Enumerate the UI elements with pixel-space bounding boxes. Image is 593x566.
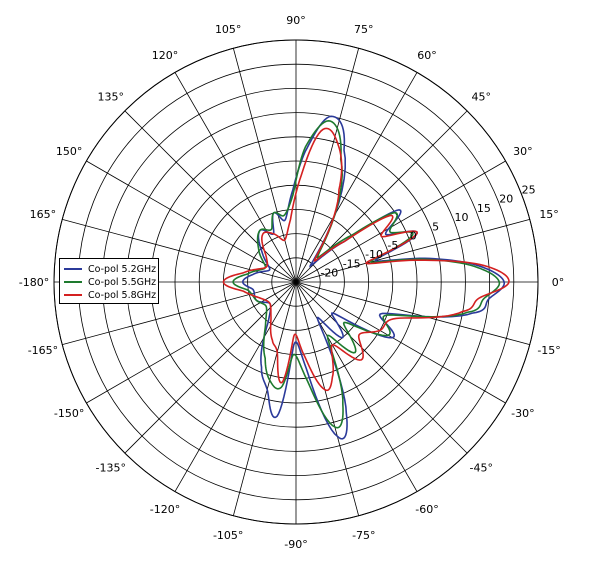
radial-tick-label: -15 (343, 257, 361, 270)
grid-spoke-9 (124, 110, 297, 283)
angle-tick-label: -120° (150, 503, 180, 516)
grid-spoke-20 (295, 281, 418, 492)
angle-tick-label: 105° (215, 23, 242, 36)
grid-spoke-8 (174, 72, 297, 283)
angle-tick-label: 150° (56, 145, 83, 158)
angle-tick-label: -105° (213, 529, 243, 542)
radial-tick-label: 20 (499, 193, 513, 206)
radial-tick-label: -5 (387, 239, 398, 252)
angle-tick-label: 15° (539, 208, 559, 221)
legend-label-3: Co-pol 5.8GHz (88, 289, 157, 301)
legend-label-1: Co-pol 5.2GHz (88, 263, 157, 275)
series-line-3 (222, 127, 510, 392)
grid-spoke-16 (174, 281, 297, 492)
angle-tick-label: -60° (415, 503, 438, 516)
grid-spoke-21 (295, 281, 468, 454)
angle-tick-label: 135° (97, 91, 124, 104)
radial-tick-label: 10 (455, 211, 469, 224)
grid-spoke-11 (62, 218, 297, 283)
radial-tick-label: 5 (432, 220, 439, 233)
grid-spoke-10 (86, 160, 297, 283)
legend-swatch-2 (64, 281, 82, 283)
series-line-2 (232, 119, 501, 429)
series-layer (222, 115, 510, 440)
radial-tick-label: 25 (522, 183, 536, 196)
angle-tick-label: -165° (28, 344, 58, 357)
grid-spoke-15 (124, 281, 297, 454)
radial-tick-label: -10 (365, 248, 383, 261)
grid-spoke-5 (295, 48, 360, 283)
angle-tick-label: 30° (513, 145, 533, 158)
angle-tick-label: -180° (19, 276, 49, 289)
angle-tick-label: 0° (552, 276, 565, 289)
radial-tick-label: 15 (477, 202, 491, 215)
angle-tick-label: 90° (286, 14, 306, 27)
grid-spoke-22 (295, 281, 506, 404)
grid-spoke-19 (295, 281, 360, 516)
angle-tick-label: 120° (152, 49, 179, 62)
angle-tick-label: -150° (54, 407, 84, 420)
grid-spoke-17 (232, 281, 297, 516)
angle-tick-label: -15° (537, 344, 560, 357)
tick-labels: 0° 15° 30° 45° 60° 75° 90° 105° 120° 135° 150° 165°… (19, 14, 564, 551)
angle-tick-label: -135° (96, 461, 126, 474)
legend-item-3: Co-pol 5.8GHz (64, 288, 156, 302)
grid-spoke-1 (295, 218, 530, 283)
angle-tick-label: 60° (417, 49, 437, 62)
angle-tick-label: -45° (470, 461, 493, 474)
angle-tick-label: -75° (352, 529, 375, 542)
legend-swatch-1 (64, 268, 82, 270)
legend: Co-pol 5.2GHz Co-pol 5.5GHz Co-pol 5.8GH… (59, 258, 159, 304)
grid-spoke-23 (295, 281, 530, 346)
angle-tick-label: -90° (284, 538, 307, 551)
grid-spoke-7 (232, 48, 297, 283)
polar-grid (53, 39, 539, 525)
radial-tick-label: 0 (410, 230, 417, 243)
angle-tick-label: 75° (354, 23, 374, 36)
grid-spoke-4 (295, 72, 418, 283)
legend-swatch-3 (64, 294, 82, 296)
grid-spoke-13 (62, 281, 297, 346)
angle-tick-label: -30° (511, 407, 534, 420)
grid-spoke-2 (295, 160, 506, 283)
legend-item-1: Co-pol 5.2GHz (64, 262, 156, 276)
legend-label-2: Co-pol 5.5GHz (88, 276, 157, 288)
radial-tick-label: -20 (320, 267, 338, 280)
legend-item-2: Co-pol 5.5GHz (64, 275, 156, 289)
angle-tick-label: 45° (472, 91, 492, 104)
angle-tick-label: 165° (30, 208, 57, 221)
